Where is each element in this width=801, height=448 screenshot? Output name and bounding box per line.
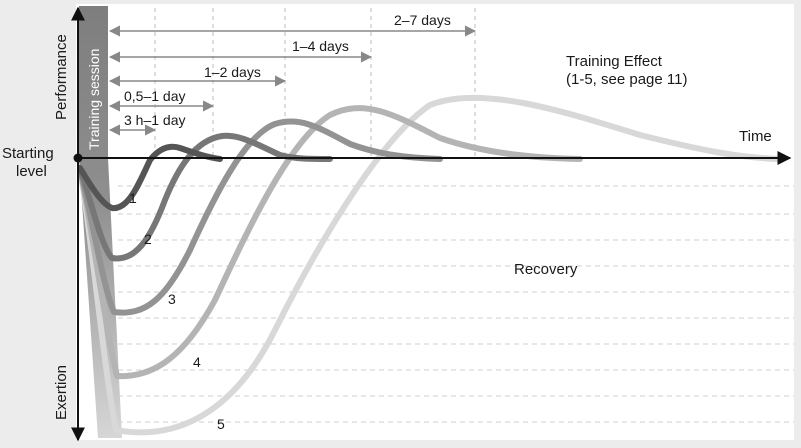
curve-label-4: 4	[193, 354, 201, 370]
curve-2	[77, 132, 333, 262]
curve-5	[77, 94, 783, 436]
training-session-bar	[79, 6, 122, 438]
curve-3	[77, 118, 443, 316]
curve-label-2: 2	[144, 231, 152, 247]
training-session-label: Training session	[86, 49, 102, 150]
performance-label: Performance	[53, 34, 70, 120]
starting-level-label-line2: level	[16, 163, 47, 180]
starting-level-dot	[73, 153, 83, 163]
training-effect-title: Training Effect	[566, 53, 663, 70]
time-axis-label: Time	[739, 128, 772, 145]
curve-4	[77, 105, 583, 380]
curve-1	[77, 143, 223, 212]
recovery-label: Recovery	[514, 261, 578, 278]
training-effect-subtitle: (1-5, see page 11)	[566, 71, 687, 88]
curve-label-1: 1	[129, 190, 137, 206]
duration-label-3h-1day: 3 h–1 day	[124, 112, 186, 128]
duration-label-2-7days: 2–7 days	[394, 12, 451, 28]
exertion-label: Exertion	[53, 365, 70, 420]
diagram-panel	[76, 4, 794, 440]
duration-label-0-5-1day: 0,5–1 day	[124, 88, 186, 104]
curve-label-5: 5	[217, 416, 225, 432]
duration-label-1-2days: 1–2 days	[204, 64, 261, 80]
duration-label-1-4days: 1–4 days	[292, 38, 349, 54]
curve-label-3: 3	[168, 291, 176, 307]
starting-level-label-line1: Starting	[2, 145, 54, 162]
